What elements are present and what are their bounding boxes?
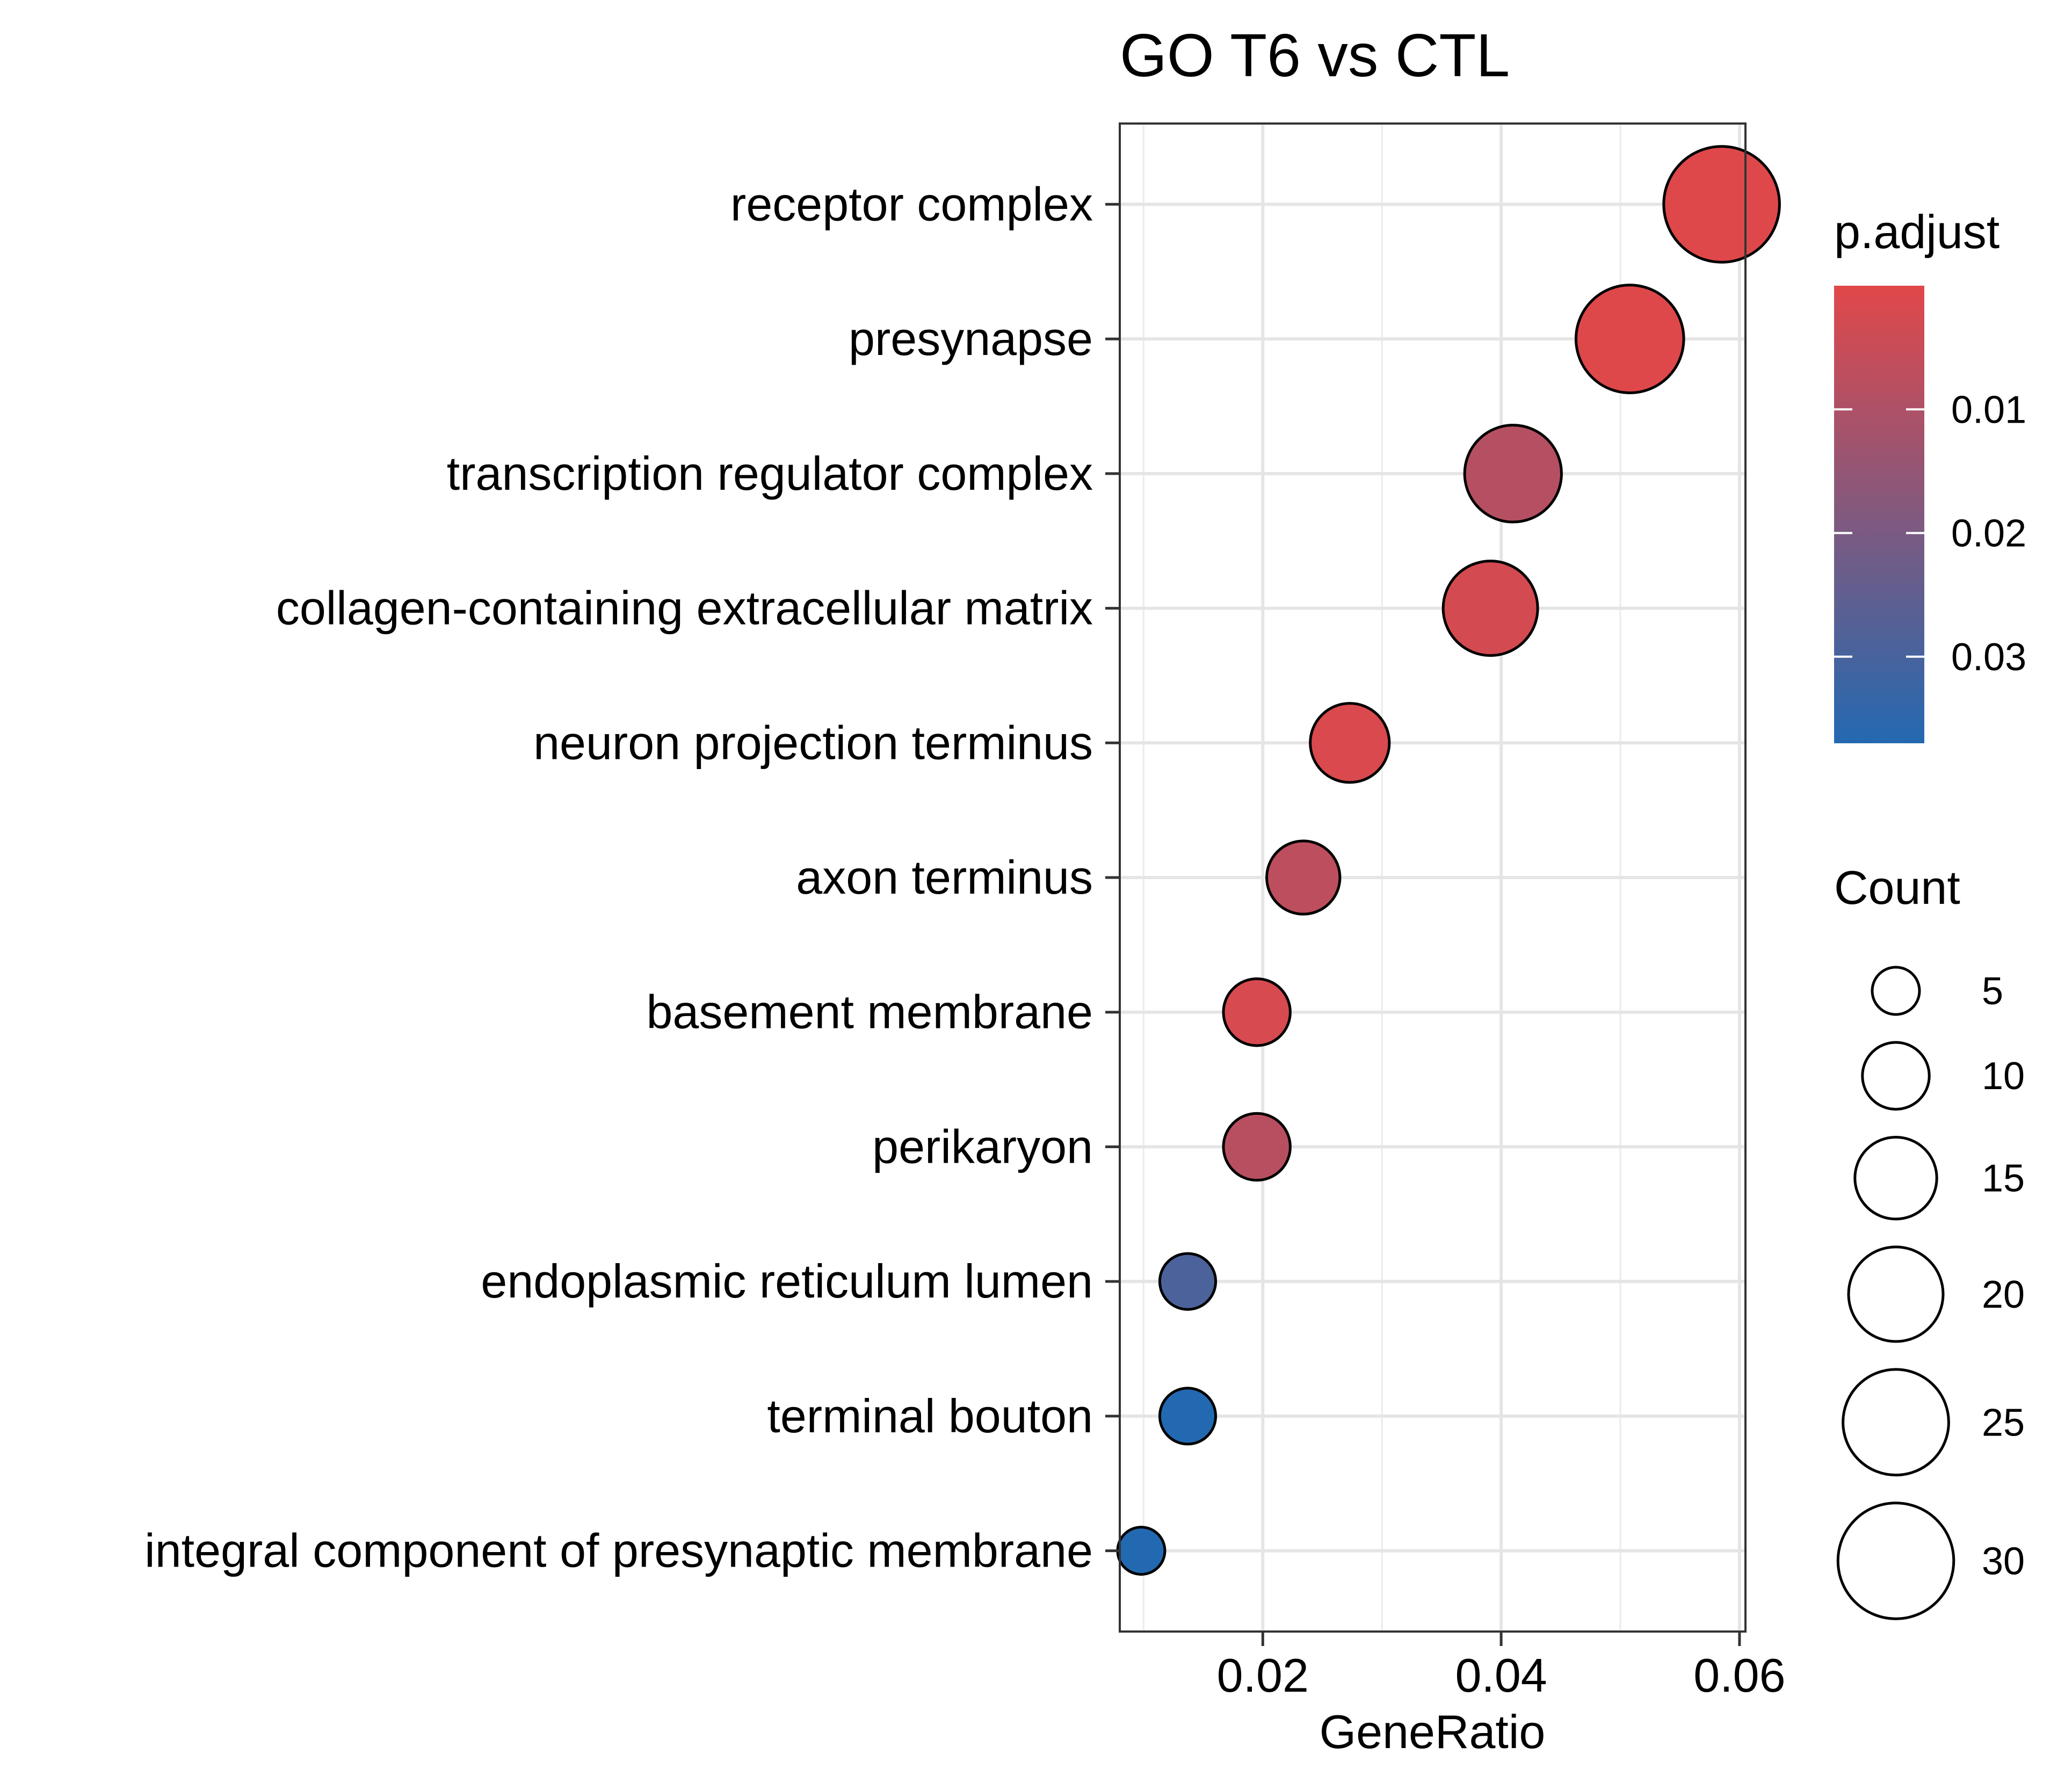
y-tick-label: basement membrane: [646, 985, 1093, 1039]
y-tick-label: receptor complex: [730, 177, 1093, 230]
y-tick-label: endoplasmic reticulum lumen: [481, 1255, 1093, 1308]
grid-major: [1120, 124, 1745, 1632]
plot-panel: [1116, 122, 1781, 1633]
size-legend-circle: [1847, 1245, 1945, 1343]
y-tick-label: neuron projection terminus: [533, 716, 1093, 769]
size-legend-title: Count: [1834, 861, 1960, 914]
data-point: [1158, 1387, 1218, 1446]
y-tick-label: transcription regulator complex: [447, 447, 1093, 500]
size-legend-circle: [1836, 1502, 1955, 1620]
y-tick-label: integral component of presynaptic membra…: [144, 1524, 1093, 1577]
size-legend-circle: [1853, 1135, 1938, 1221]
chart-title: GO T6 vs CTL: [1120, 21, 1510, 89]
data-point: [1309, 702, 1391, 784]
size-legend-label: 15: [1982, 1157, 2025, 1200]
size-legend-circle: [1842, 1368, 1950, 1477]
size-legend-circle: [1871, 966, 1921, 1016]
x-tick-label: 0.02: [1217, 1649, 1309, 1702]
data-point: [1116, 1526, 1167, 1576]
y-tick-label: collagen-containing extracellular matrix: [276, 582, 1093, 635]
data-point: [1222, 1112, 1292, 1182]
x-tick-label: 0.04: [1455, 1649, 1547, 1702]
color-legend: p.adjust 0.01 0.02 0.03: [1834, 205, 2026, 743]
x-axis-label: GeneRatio: [1320, 1705, 1546, 1758]
size-legend-label: 5: [1982, 970, 2003, 1013]
data-point: [1158, 1252, 1218, 1311]
data-points: [1116, 145, 1781, 1576]
y-tick-label: terminal bouton: [767, 1389, 1093, 1442]
y-tick-label: axon terminus: [796, 851, 1093, 904]
y-tick-label: perikaryon: [872, 1120, 1093, 1173]
color-tick-label: 0.02: [1951, 512, 2026, 555]
color-legend-ticks: 0.01 0.02 0.03: [1834, 388, 2026, 679]
data-point: [1265, 839, 1342, 916]
color-bar: [1834, 286, 1924, 743]
size-legend-entries: 5 10 15 20 25 30: [1836, 966, 2025, 1620]
data-point: [1463, 424, 1563, 524]
size-legend-label: 30: [1982, 1540, 2025, 1583]
x-axis: 0.02 0.04 0.06: [1217, 1632, 1786, 1702]
data-point: [1441, 560, 1539, 657]
color-tick-label: 0.03: [1951, 636, 2026, 679]
y-tick-label: presynapse: [849, 312, 1093, 365]
data-point: [1662, 145, 1781, 264]
color-tick-label: 0.01: [1951, 388, 2026, 431]
size-legend-label: 20: [1982, 1273, 2025, 1316]
data-point: [1574, 284, 1685, 394]
data-point: [1222, 977, 1292, 1047]
y-axis: receptor complex presynapse transcription …: [144, 177, 1120, 1577]
x-tick-label: 0.06: [1693, 1649, 1785, 1702]
size-legend-label: 10: [1982, 1055, 2025, 1098]
color-legend-title: p.adjust: [1834, 205, 1999, 258]
size-legend: Count 5 10 15 20 25 30: [1834, 861, 2025, 1620]
size-legend-label: 25: [1982, 1401, 2025, 1444]
size-legend-circle: [1861, 1041, 1931, 1111]
